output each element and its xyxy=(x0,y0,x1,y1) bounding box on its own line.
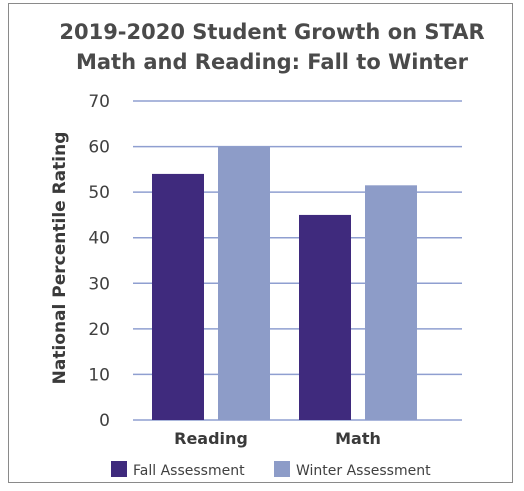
bars xyxy=(152,146,417,421)
bar-reading-winter xyxy=(218,146,270,421)
legend-swatch xyxy=(111,461,127,477)
y-tick-label: 20 xyxy=(88,320,110,340)
category-label: Reading xyxy=(174,429,248,448)
bar-reading-fall xyxy=(152,173,204,420)
y-tick-label: 0 xyxy=(99,411,110,431)
chart-title-line-1: 2019-2020 Student Growth on STAR xyxy=(59,20,484,44)
legend-label: Winter Assessment xyxy=(296,463,431,479)
y-axis-label: National Percentile Rating xyxy=(50,132,70,385)
legend: Fall Assessment Winter Assessment xyxy=(111,461,431,479)
y-tick-label: 50 xyxy=(88,183,110,203)
bar-math-fall xyxy=(299,214,351,420)
y-tick-label: 30 xyxy=(88,274,110,294)
bar-math-winter xyxy=(365,185,417,420)
legend-label: Fall Assessment xyxy=(133,463,245,479)
category-label: Math xyxy=(335,429,381,448)
y-tick-label: 40 xyxy=(88,229,110,249)
y-tick-labels: 0 10 20 30 40 50 60 70 xyxy=(88,92,110,431)
y-tick-label: 70 xyxy=(88,92,110,112)
legend-swatch xyxy=(274,461,290,477)
chart-title-line-2: Math and Reading: Fall to Winter xyxy=(76,50,469,74)
y-tick-label: 10 xyxy=(88,365,110,385)
category-labels: Reading Math xyxy=(174,429,381,448)
y-tick-label: 60 xyxy=(88,138,110,158)
